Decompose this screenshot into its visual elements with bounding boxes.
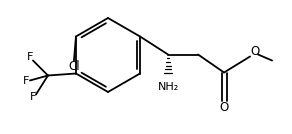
Text: NH₂: NH₂ [157, 81, 179, 92]
Text: O: O [251, 45, 260, 58]
Text: O: O [219, 101, 229, 114]
Text: F: F [23, 75, 29, 85]
Text: F: F [30, 92, 36, 103]
Text: Cl: Cl [68, 60, 80, 73]
Text: F: F [27, 53, 33, 62]
